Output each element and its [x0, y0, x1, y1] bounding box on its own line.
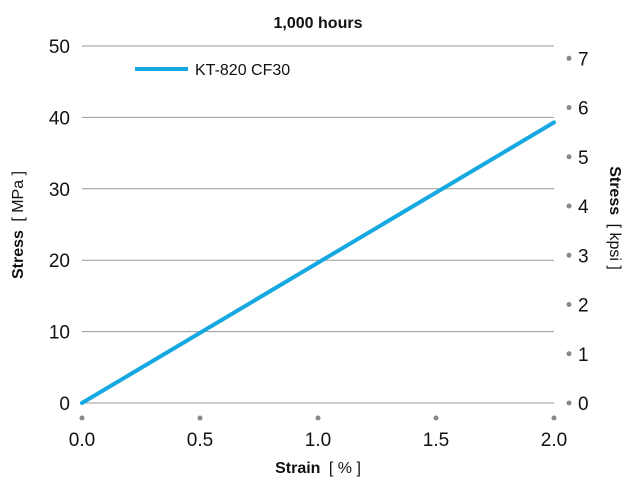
y-tick-label-2: 20	[49, 251, 70, 272]
y2-tick-label-4: 4	[578, 197, 589, 218]
x-axis-label-unit: [ % ]	[329, 460, 361, 477]
y2-tick-markers	[566, 55, 572, 406]
y-tick-label-5: 50	[49, 37, 70, 58]
y2-axis-label: Stress [ kpsi ]	[606, 166, 623, 270]
y-tick-label-3: 30	[49, 180, 70, 201]
y2-tick-label-2: 2	[578, 296, 589, 317]
series-lines	[80, 120, 556, 405]
x-tick-label-3: 1.5	[423, 430, 449, 451]
y2-axis-label-unit: [ kpsi ]	[606, 224, 623, 270]
y2-tick-marker-0	[566, 400, 572, 406]
legend-label: KT-820 CF30	[195, 62, 290, 79]
y-axis-tick-labels: 0 10 20 30 40 50	[49, 37, 70, 415]
gridlines	[82, 45, 554, 404]
y2-tick-marker-2	[566, 302, 572, 308]
y-tick-label-1: 10	[49, 323, 70, 344]
x-tick-marker-3	[433, 415, 439, 421]
x-tick-label-4: 2.0	[541, 430, 567, 451]
y2-tick-label-7: 7	[578, 49, 589, 70]
y2-axis-tick-labels: 0 1 2 3 4 5 6 7	[578, 49, 589, 415]
chart-title: 1,000 hours	[274, 15, 363, 32]
y2-tick-label-6: 6	[578, 99, 589, 120]
y2-tick-label-3: 3	[578, 246, 589, 267]
x-tick-marker-4	[551, 415, 557, 421]
y2-tick-marker-6	[566, 105, 572, 111]
x-tick-label-1: 0.5	[187, 430, 213, 451]
x-axis-tick-labels: 0.0 0.5 1.0 1.5 2.0	[69, 430, 567, 451]
y-tick-label-0: 0	[59, 394, 70, 415]
x-tick-label-0: 0.0	[69, 430, 95, 451]
x-axis-label-name: Strain	[275, 460, 320, 477]
y2-axis-label-name: Stress	[606, 166, 623, 215]
y-axis-label-name: Stress	[10, 230, 27, 279]
y2-tick-label-5: 5	[578, 148, 589, 169]
x-tick-markers	[79, 415, 557, 421]
x-tick-label-2: 1.0	[305, 430, 331, 451]
x-axis-label: Strain [ % ]	[275, 460, 361, 477]
legend: KT-820 CF30	[135, 62, 290, 79]
y2-tick-marker-1	[566, 351, 572, 357]
y-axis-label: Stress [ MPa ]	[10, 171, 27, 279]
y2-tick-marker-7	[566, 55, 572, 61]
x-tick-marker-1	[197, 415, 203, 421]
y-axis-label-unit: [ MPa ]	[10, 171, 27, 222]
x-tick-marker-2	[315, 415, 321, 421]
y2-tick-label-0: 0	[578, 394, 589, 415]
y2-tick-marker-3	[566, 252, 572, 258]
y2-tick-marker-4	[566, 203, 572, 209]
y-tick-label-4: 40	[49, 108, 70, 129]
x-tick-marker-0	[79, 415, 85, 421]
series-line-0	[80, 120, 556, 405]
y2-tick-label-1: 1	[578, 345, 589, 366]
y2-tick-marker-5	[566, 154, 572, 160]
